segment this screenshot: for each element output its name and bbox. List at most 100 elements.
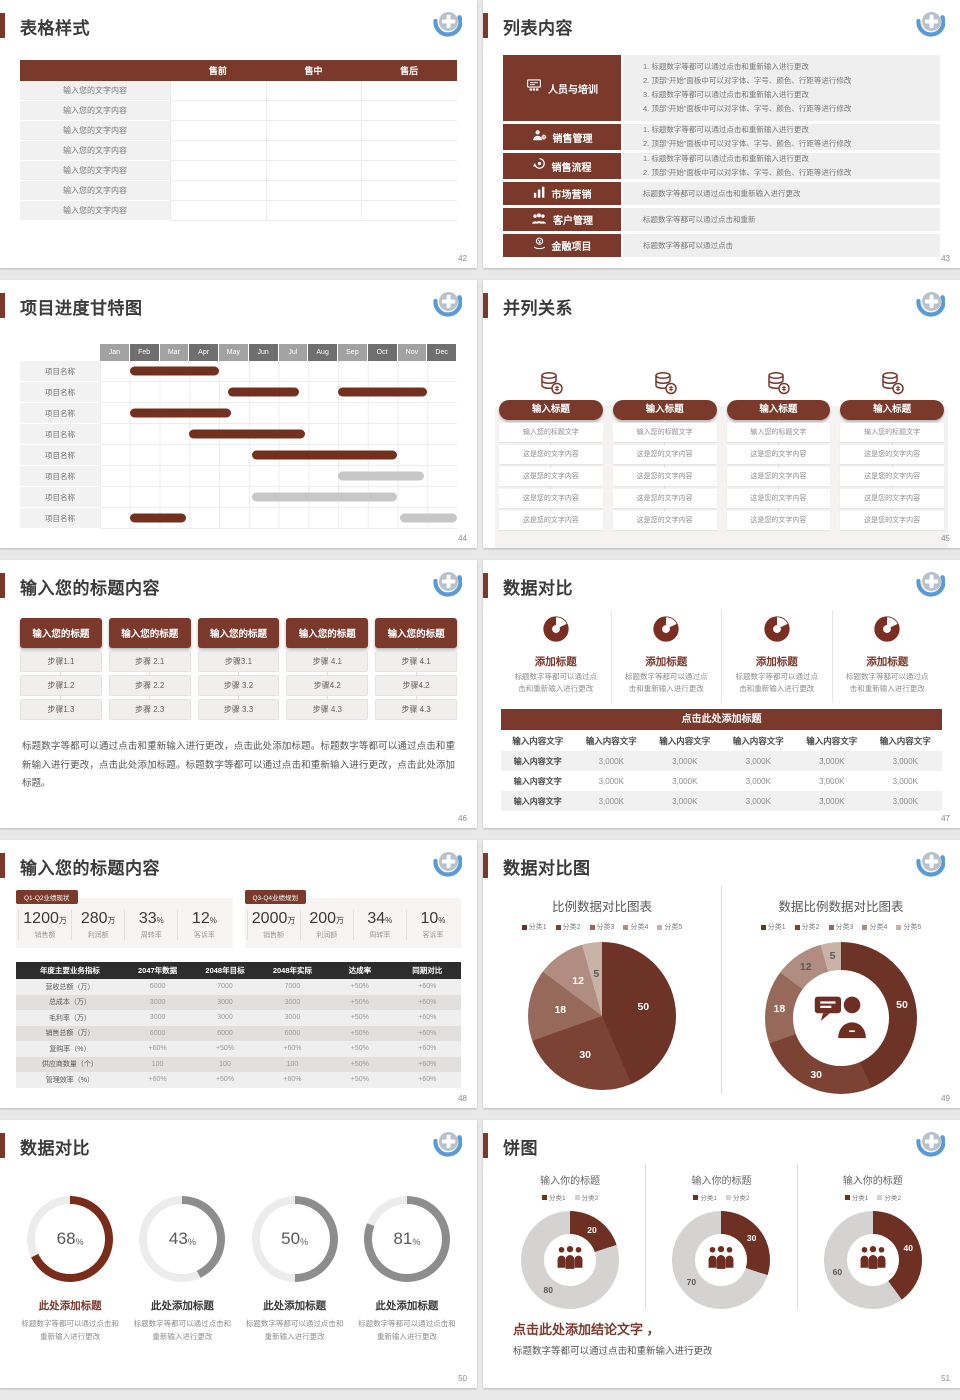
value-cell: 3,000K xyxy=(819,796,845,806)
connector-line xyxy=(777,464,779,467)
column-cell: 这是您的文字内容 xyxy=(840,511,944,530)
pie-chart: 50 30 18 12 5 xyxy=(528,942,676,1090)
value-cell: 3,000K xyxy=(598,756,624,766)
value-cell: +60% xyxy=(148,1045,167,1053)
legend-item: 分类4 xyxy=(862,922,887,932)
feature-title: 添加标题 xyxy=(866,656,909,668)
gantt-month-cell: Jan xyxy=(100,344,130,361)
step-column: 输入您的标题 步骤1.1 步骤1.2 步骤1.3 xyxy=(20,618,102,720)
legend-swatch xyxy=(555,924,561,930)
table-row: 供应商数量（个） 100 100 100 +50% +60% xyxy=(16,1056,461,1072)
page-title: 输入您的标题内容 xyxy=(20,579,160,598)
description-line: 1. 标题数字等都可以通过点击和重新输入进行更改 xyxy=(643,125,809,135)
gantt-bar xyxy=(251,492,398,502)
slide-50-thumbnail[interactable]: 数据对比 68% 此处添加标题 标题数字等都可以通过点击和重新输入进行更改 43% 此处… xyxy=(0,1120,477,1388)
slide-49-thumbnail[interactable]: 数据对比图 比例数据对比图表 分类1 分类2 分类3 分类4 分类5 50 30 18 12 5 数据… xyxy=(483,840,960,1108)
title-accent-bar xyxy=(0,853,5,878)
donut-chart-panel: 数据比例数据对比图表 分类1 分类2 分类3 分类4 分类5 50 30 18 12 5 xyxy=(721,886,960,1094)
connector-line xyxy=(326,696,328,699)
column-cell: 输入您的标题文字 xyxy=(612,423,717,442)
table-header-cell: 输入内容文字 xyxy=(732,735,784,746)
table-cell xyxy=(170,121,266,141)
step-column-header: 输入您的标题 xyxy=(197,618,280,648)
page-title: 项目进度甘特图 xyxy=(20,299,143,318)
legend-label: 分类5 xyxy=(664,924,683,931)
value-cell: 3,000K xyxy=(598,796,624,806)
slide-47-thumbnail[interactable]: 数据对比 添加标题 标题数字等都可以通过点击和重新输入进行更改 添加标题 标题数字等都… xyxy=(483,560,960,828)
stat-unit: 万 xyxy=(58,916,67,925)
gantt-month-cell: Aug xyxy=(308,344,338,361)
parallel-column: 输入标题 输入您的标题文字 这是您的文字内容 这是您的文字内容 这是您的文字内容 这是您的… xyxy=(499,370,603,530)
gantt-month-cell: Sep xyxy=(338,344,368,361)
connector-line xyxy=(326,672,328,675)
slide-44-thumbnail[interactable]: 项目进度甘特图 Jan Feb Mar Apr May Jun Jul Aug Sep Oct No… xyxy=(0,280,477,548)
description-line: 标题数字等都可以通过点击和重新 xyxy=(643,214,756,224)
legend-label: 分类2 xyxy=(732,1195,750,1202)
connector-line xyxy=(326,648,328,651)
donut-hole xyxy=(695,1234,748,1286)
slide-51-thumbnail[interactable]: 饼图 输入你的标题 分类1 分类2 20 80 输入你的标题 分类1 分类2 30 70 输入你的标… xyxy=(483,1120,960,1388)
slide-46-thumbnail[interactable]: 输入您的标题内容 输入您的标题 步骤1.1 步骤1.2 步骤1.3 输入您的标题 步骤 2… xyxy=(0,560,477,828)
column-cell: 这是您的文字内容 xyxy=(726,445,831,464)
category-description: 1. 标题数字等都可以通过点击和重新输入进行更改 2. 顶部“开始”面板中可以对字… xyxy=(623,153,940,179)
page-number: 47 xyxy=(941,814,950,823)
category-label: 销售管理 xyxy=(552,133,593,145)
value-cell: +50% xyxy=(350,983,369,991)
legend-swatch xyxy=(828,924,834,930)
value-cell: 3,000K xyxy=(745,776,771,786)
feature-item: 添加标题 标题数字等都可以通过点击和重新输入进行更改 xyxy=(610,610,722,703)
category-label: 销售流程 xyxy=(551,162,592,174)
value-cell: 3000 xyxy=(284,1014,301,1022)
page-title: 并列关系 xyxy=(503,299,573,318)
table-cell xyxy=(170,81,266,101)
list-item: 客户管理 标题数字等都可以通过点击和重新 xyxy=(503,208,940,231)
gantt-bar xyxy=(400,513,457,523)
gauge-item: 43% 此处添加标题 标题数字等都可以通过点击和重新输入进行更改 xyxy=(126,1196,238,1344)
gauge-caption: 标题数字等都可以通过点击和重新输入进行更改 xyxy=(245,1319,344,1341)
row-label-cell: 营收总额（万） xyxy=(45,983,95,991)
pie-value-label: 50 xyxy=(637,1001,650,1014)
slide-42-thumbnail[interactable]: 表格样式 售前 售中 售后 输入您的文字内容 输入您的文字内容 输入您的文字内容 输入您的文… xyxy=(0,0,477,268)
title-accent-bar xyxy=(483,853,488,878)
donut-hole xyxy=(846,1234,899,1286)
category-description: 标题数字等都可以通过点击和重新输入进行更改 xyxy=(623,182,940,205)
people-icon xyxy=(704,1245,738,1275)
connector-line xyxy=(415,696,417,699)
description-line: 标题数字等都可以通过点击和重新输入进行更改 xyxy=(643,188,801,198)
body-paragraph: 标题数字等都可以通过点击和重新输入进行更改，点击此处添加标题。标题数字等都可以通… xyxy=(22,741,455,790)
value-cell: 3000 xyxy=(284,998,301,1006)
category-label: 金融项目 xyxy=(551,242,592,253)
column-cell: 这是您的文字内容 xyxy=(499,467,603,486)
connector-line xyxy=(550,508,552,511)
gantt-row-label: 项目名称 xyxy=(20,403,100,424)
slide-header: 输入您的标题内容 xyxy=(0,840,477,882)
page-number: 51 xyxy=(941,1374,950,1383)
slide-45-thumbnail[interactable]: 并列关系 输入标题 输入您的标题文字 这是您的文字内容 这是您的文字内容 这是您的文字内… xyxy=(483,280,960,548)
training-board-icon xyxy=(526,79,542,97)
slide-48-thumbnail[interactable]: 输入您的标题内容 Q1-Q2业绩现状 1200万 销售额 280万 利润额 33% 周转率 1… xyxy=(0,840,477,1108)
step-cell: 步骤 4.1 xyxy=(286,651,369,672)
value-cell: 3,000K xyxy=(819,756,845,766)
step-cell: 步骤 2.2 xyxy=(108,675,191,696)
column-cell: 这是您的文字内容 xyxy=(840,489,944,508)
category-list: 人员与培训 1. 标题数字等都可以通过点击和重新输入进行更改 2. 顶部“开始”面板… xyxy=(503,55,940,257)
description-line: 标题数字等都可以通过点击 xyxy=(643,240,733,250)
gantt-bar xyxy=(129,408,231,418)
list-item: 金融项目 标题数字等都可以通过点击 xyxy=(503,234,940,257)
step-column-header: 输入您的标题 xyxy=(20,618,102,648)
connector-line xyxy=(550,464,552,467)
stat-value: 200万 xyxy=(309,910,345,927)
table-header-cell: 售中 xyxy=(265,60,362,81)
person-chat-icon xyxy=(812,991,870,1046)
pie-value-label: 50 xyxy=(896,999,908,1012)
gauge-title: 此处添加标题 xyxy=(375,1300,439,1312)
value-cell: 3,000K xyxy=(892,776,918,786)
connector-line xyxy=(891,486,893,489)
slide-43-thumbnail[interactable]: 列表内容 人员与培训 1. 标题数字等都可以通过点击和重新输入进行更改 2. 顶部“… xyxy=(483,0,960,268)
stat-item: 200万 利润额 xyxy=(299,910,353,940)
value-cell: 6000 xyxy=(217,1029,233,1037)
conclusion-block: 点击此处添加结论文字 ， 标题数字等都可以通过点击和重新输入进行更改 xyxy=(513,1319,960,1357)
table-cell xyxy=(361,101,457,121)
value-cell: +60% xyxy=(283,1045,302,1053)
gauge-caption: 标题数字等都可以通过点击和重新输入进行更改 xyxy=(358,1319,456,1341)
